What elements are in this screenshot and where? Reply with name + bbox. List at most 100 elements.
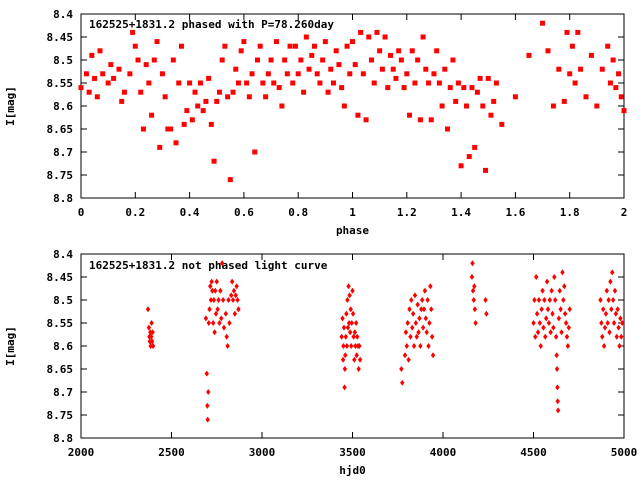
data-point [143,62,149,68]
data-point [583,94,589,100]
data-point [306,66,312,72]
data-point [613,85,619,91]
data-point [564,333,570,340]
data-point [344,43,350,49]
data-point [410,310,416,317]
data-point [146,80,152,86]
data-point [241,39,247,45]
data-point [553,333,559,340]
data-point [238,48,244,54]
data-point [600,306,606,313]
x-tick-label: 1.6 [505,206,525,219]
data-point [181,121,187,127]
data-point [173,140,179,146]
data-point [422,287,428,294]
x-tick-label: 0.4 [180,206,200,219]
data-point [545,48,551,54]
data-point [151,57,157,63]
y-tick-label: 8.8 [53,192,73,205]
data-point [340,356,346,363]
data-point [257,43,263,49]
data-point [339,85,345,91]
data-point [605,43,611,49]
data-point [189,117,195,123]
data-point [555,384,560,391]
chart-title: 162525+1831.2 phased with P=78.260day [89,18,334,31]
data-point [618,94,624,100]
data-point [404,343,409,349]
data-point [344,343,350,349]
data-point [472,144,478,150]
data-point [358,29,364,35]
data-point [225,94,231,100]
data-point [210,320,216,326]
data-point [116,66,122,72]
data-point [399,366,404,372]
data-point [610,269,615,276]
data-point [461,85,467,91]
data-point [537,320,543,326]
data-point [206,75,212,81]
data-point [149,338,155,345]
data-point [345,297,350,303]
y-tick-label: 8.6 [53,340,73,353]
data-point [350,287,355,294]
data-point [322,39,328,45]
data-point [400,379,405,386]
data-point [214,98,220,104]
data-point [483,167,489,173]
data-point [105,80,111,86]
data-point [588,52,594,58]
data-point [249,71,255,77]
data-point [360,71,366,77]
data-point [469,85,475,91]
data-point [211,158,217,164]
data-point [295,71,301,77]
data-point [607,329,612,336]
data-point [610,297,616,303]
data-point [445,126,451,132]
data-point [396,48,402,54]
data-point [340,315,345,322]
data-point [561,297,566,303]
data-point [411,343,417,349]
data-point [159,71,165,77]
x-tick-label: 1.2 [397,206,417,219]
data-point [162,94,168,100]
data-point [108,62,114,68]
data-point [470,260,475,267]
data-point [149,320,154,326]
data-point [416,329,421,336]
data-point [197,80,203,86]
data-point [205,402,210,409]
data-point [86,89,92,95]
data-point [244,80,250,86]
data-point [470,287,476,294]
data-point [426,80,432,86]
data-point [347,329,353,336]
data-point [575,29,581,35]
data-point [473,320,478,326]
data-point [471,297,476,303]
data-point [204,370,209,377]
y-tick-label: 8.65 [47,123,74,136]
data-point [347,71,353,77]
data-point [603,310,609,317]
data-point [549,287,554,294]
data-point [341,324,347,331]
data-point [610,57,616,63]
data-point [344,310,349,317]
data-point [532,297,537,303]
data-point [353,320,359,326]
data-point [556,66,562,72]
data-point [254,57,260,63]
data-point [333,48,339,54]
y-tick-label: 8.6 [53,100,73,113]
data-point [357,343,362,349]
data-point [540,287,545,294]
data-point [222,43,228,49]
data-point [464,103,470,109]
data-point [615,306,620,313]
data-point [213,287,218,294]
data-point [343,352,348,359]
